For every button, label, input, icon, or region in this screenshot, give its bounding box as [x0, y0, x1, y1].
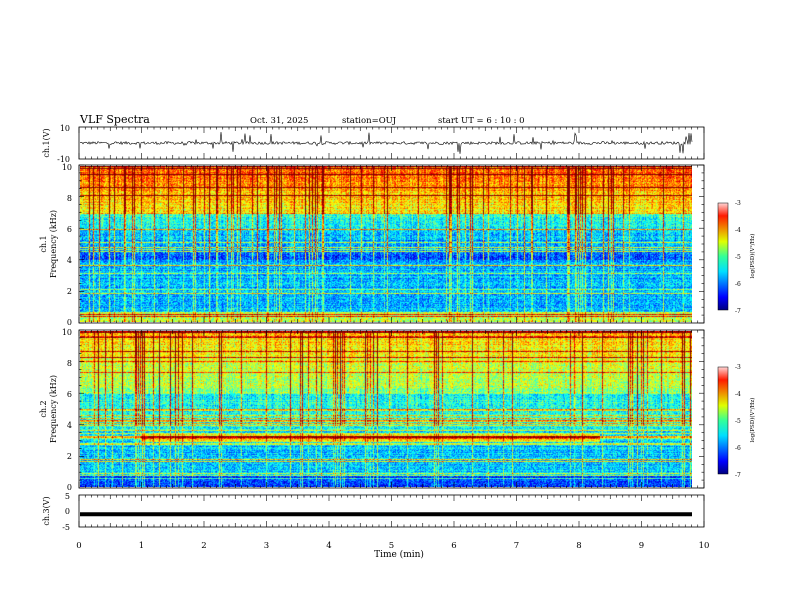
ch1-waveform-panel: 10 -10 ch.1(V) — [42, 124, 705, 164]
ch2-cbar-tick-m4: -4 — [735, 391, 741, 398]
ch2-colorbar-label: log(PSD)(V²/Hz) — [749, 398, 756, 443]
ch2-cbar-tick-m6: -6 — [735, 445, 741, 452]
ch1-cbar-tick-m5: -5 — [735, 254, 741, 261]
start-time-label: start UT = 6 : 10 : 0 — [438, 116, 525, 126]
ch2-ytick-10: 10 — [62, 328, 72, 337]
time-tick-label-6: 6 — [451, 541, 456, 551]
ch1-ytick-0: 0 — [67, 318, 72, 327]
ch1-waveform-ytick-top: 10 — [60, 124, 70, 133]
time-tick-label-0: 0 — [76, 541, 81, 551]
ch2-cbar-tick-m3: -3 — [735, 364, 741, 371]
ch1-waveform-ytick-bottom: -10 — [57, 155, 70, 164]
ch1-colorbar: -3 -4 -5 -6 -7 log(PSD)(V²/Hz) — [717, 200, 756, 315]
ch3-waveform-ticks — [78, 495, 705, 527]
ch1-cbar-tick-m3: -3 — [735, 200, 741, 207]
ch1-ytick-2: 2 — [67, 287, 72, 296]
ch2-colorbar-scale — [717, 366, 729, 475]
ch1-colorbar-scale — [717, 202, 729, 311]
ch1-cbar-tick-m6: -6 — [735, 281, 741, 288]
time-tick-label-10: 10 — [699, 541, 710, 551]
ch2-spectrogram-panel: 0 2 4 6 8 10 ch.2 Frequency (kHz) — [39, 328, 705, 492]
ch3-ytick-mid: 0 — [65, 507, 70, 516]
ch1-spectrogram-panel: 0 2 4 6 8 10 ch.1 Frequency (kHz) — [39, 163, 705, 327]
ch3-ytick-bottom: -5 — [62, 523, 70, 532]
ch2-frequency-ylabel: Frequency (kHz) — [49, 375, 58, 443]
ch1-spectrogram-ticks — [78, 164, 705, 324]
time-tick-label-7: 7 — [514, 541, 519, 551]
ch2-cbar-tick-m7: -7 — [735, 472, 741, 479]
time-tick-label-3: 3 — [264, 541, 269, 551]
ch2-ytick-4: 4 — [67, 421, 72, 430]
ch2-ytick-8: 8 — [67, 359, 72, 368]
ch1-waveform-trace — [80, 131, 693, 154]
ch1-spectrogram-image — [80, 166, 692, 322]
ch2-colorbar: -3 -4 -5 -6 -7 log(PSD)(V²/Hz) — [717, 364, 756, 479]
time-tick-label-4: 4 — [326, 541, 331, 551]
station-label: station=OUJ — [342, 116, 397, 126]
ch2-ytick-6: 6 — [67, 390, 72, 399]
ch2-spectrogram-yticklabels: 0 2 4 6 8 10 — [62, 328, 72, 492]
ch1-channel-label: ch.1 — [39, 235, 48, 252]
ch1-cbar-tick-m7: -7 — [735, 308, 741, 315]
ch1-colorbar-label: log(PSD)(V²/Hz) — [749, 234, 756, 279]
ch3-waveform-panel: 5 0 -5 ch.3(V) — [42, 492, 705, 532]
time-tick-label-2: 2 — [201, 541, 206, 551]
ch1-cbar-tick-m4: -4 — [735, 227, 741, 234]
time-tick-label-8: 8 — [576, 541, 581, 551]
date-label: Oct. 31, 2025 — [250, 116, 308, 126]
ch2-spectrogram-image — [80, 331, 692, 487]
time-tick-label-5: 5 — [389, 541, 394, 551]
ch1-frequency-ylabel: Frequency (kHz) — [49, 210, 58, 278]
ch3-waveform-ylabel: ch.3(V) — [42, 496, 51, 525]
ch1-ytick-10: 10 — [62, 163, 72, 172]
time-axis-label: Time (min) — [374, 549, 424, 560]
ch2-ytick-0: 0 — [67, 483, 72, 492]
time-tick-label-1: 1 — [139, 541, 144, 551]
figure-title: VLF Spectra — [79, 113, 150, 126]
ch2-channel-label: ch.2 — [39, 400, 48, 417]
ch2-spectrogram-ticks — [78, 329, 705, 489]
ch1-ytick-6: 6 — [67, 225, 72, 234]
ch2-ytick-2: 2 — [67, 452, 72, 461]
ch2-colorbar-ticks: -3 -4 -5 -6 -7 — [735, 364, 741, 479]
ch1-ytick-4: 4 — [67, 256, 72, 265]
time-axis-ticklabels: 0 1 2 3 4 5 6 7 8 9 10 — [76, 541, 709, 551]
ch1-waveform-ticks — [78, 127, 705, 159]
ch2-cbar-tick-m5: -5 — [735, 418, 741, 425]
time-tick-label-9: 9 — [639, 541, 644, 551]
ch1-ytick-8: 8 — [67, 194, 72, 203]
ch1-spectrogram-yticklabels: 0 2 4 6 8 10 — [62, 163, 72, 327]
ch1-colorbar-ticks: -3 -4 -5 -6 -7 — [735, 200, 741, 315]
ch3-ytick-top: 5 — [65, 492, 70, 501]
ch1-waveform-ylabel: ch.1(V) — [42, 128, 51, 157]
